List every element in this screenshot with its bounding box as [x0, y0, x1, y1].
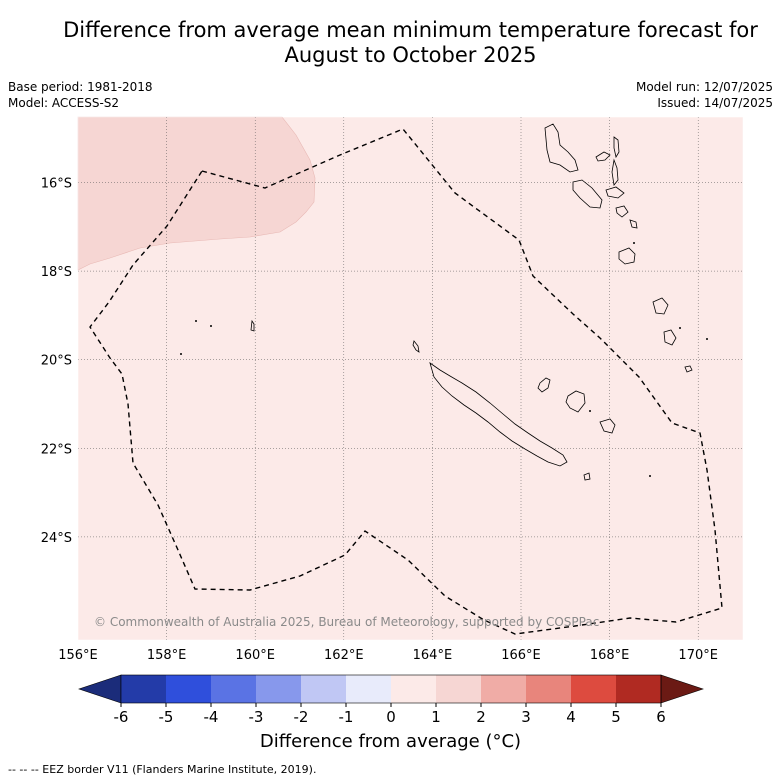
map-title: Difference from average mean minimum tem…: [0, 18, 781, 68]
island-lifou: [565, 390, 586, 413]
colorbar-under-arrow: [78, 674, 122, 704]
longitude-tick-label: 164°E: [413, 648, 453, 663]
colorbar-segment: [346, 675, 391, 703]
latitude-labels: 16°S 18°S 20°S 22°S 24°S: [41, 177, 72, 546]
colorbar-tick-label: 2: [476, 708, 486, 726]
colorbar-tick-label: 0: [386, 708, 396, 726]
title-line-2: August to October 2025: [284, 43, 537, 67]
colorbar-over-arrow: [660, 674, 704, 704]
longitude-tick-label: 168°E: [590, 648, 630, 663]
island-tanna: [663, 329, 677, 346]
island-ambae: [595, 151, 611, 162]
latitude-tick-label: 16°S: [41, 177, 72, 192]
meta-right: Model run: 12/07/2025 Issued: 14/07/2025: [636, 79, 773, 111]
model-run: Model run: 12/07/2025: [635, 80, 773, 94]
island-ambrym: [605, 186, 625, 199]
latitude-tick-label: 20°S: [41, 354, 72, 369]
map-frame: [77, 116, 744, 641]
island-chesterfield: [250, 319, 255, 332]
island-mare: [599, 418, 616, 434]
island-erromango: [652, 297, 669, 315]
colorbar-segment: [436, 675, 481, 703]
colorbar-segment: [571, 675, 616, 703]
colorbar-segment: [391, 675, 436, 703]
island-aneityum: [684, 365, 693, 373]
colorbar-tick-label: 3: [521, 708, 531, 726]
colorbar-tick-label: 1: [431, 708, 441, 726]
colorbar-tick-label: -5: [159, 708, 174, 726]
colorbar-tick-label: -1: [339, 708, 354, 726]
warm-anomaly-region: [77, 116, 316, 271]
islet: [633, 242, 635, 244]
land-outlines: [250, 123, 693, 481]
eez-footnote: -- -- -- EEZ border V11 (Flanders Marine…: [8, 763, 317, 776]
longitude-tick-label: 160°E: [235, 648, 275, 663]
islet: [180, 353, 182, 355]
colorbar-segment: [616, 675, 661, 703]
colorbar-segment: [256, 675, 301, 703]
longitude-tick-label: 170°E: [678, 648, 718, 663]
longitude-tick-label: 156°E: [58, 648, 98, 663]
latitude-tick-label: 18°S: [41, 265, 72, 280]
island-belep: [412, 340, 420, 353]
island-pentecost: [611, 158, 619, 186]
colorbar-tick-label: -2: [294, 708, 309, 726]
latitude-tick-label: 22°S: [41, 442, 72, 457]
colorbar-segment: [211, 675, 256, 703]
longitude-tick-label: 158°E: [147, 648, 187, 663]
island-maewo: [613, 136, 620, 159]
meta-left: Base period: 1981-2018 Model: ACCESS-S2: [8, 79, 153, 111]
island-isle-of-pines: [583, 472, 591, 481]
graticule: [78, 117, 743, 640]
colorbar-segment: [526, 675, 571, 703]
issued-date: Issued: 14/07/2025: [657, 96, 773, 110]
colorbar-tick-label: -4: [204, 708, 219, 726]
island-espiritu-santo: [544, 123, 579, 173]
islet: [210, 325, 212, 327]
island-efate: [618, 247, 636, 265]
latitude-tick-label: 24°S: [41, 531, 72, 546]
title-line-1: Difference from average mean minimum tem…: [63, 18, 758, 42]
colorbar-tick-label: 5: [611, 708, 621, 726]
island-epi: [615, 205, 629, 218]
islet: [679, 327, 681, 329]
colorbar-segment: [301, 675, 346, 703]
copyright-notice: © Commonwealth of Australia 2025, Bureau…: [94, 615, 599, 629]
island-malekula: [572, 179, 603, 209]
island-ouvea: [537, 377, 551, 393]
eez-border: [89, 128, 723, 635]
colorbar-segment: [481, 675, 526, 703]
colorbar-segment: [121, 675, 166, 703]
base-period: Base period: 1981-2018: [8, 80, 153, 94]
islets: [180, 242, 708, 477]
colorbar-tick-label: 4: [566, 708, 576, 726]
islet: [195, 320, 197, 322]
islet: [589, 410, 591, 412]
colorbar-segment: [166, 675, 211, 703]
colorbar-tick-label: -6: [114, 708, 129, 726]
colorbar-label: Difference from average (°C): [259, 731, 522, 752]
islet: [649, 475, 651, 477]
longitude-tick-label: 166°E: [501, 648, 541, 663]
longitude-labels: 156°E 158°E 160°E 162°E 164°E 166°E 168°E 170°E: [58, 648, 718, 663]
island-shepherd: [629, 219, 638, 229]
colorbar: -6 -5 -4 -3 -2 -1 0 1 2 3 4 5 6: [78, 674, 704, 726]
colorbar-tick-label: -3: [249, 708, 264, 726]
colorbar-tick-label: 6: [656, 708, 666, 726]
longitude-tick-label: 162°E: [324, 648, 364, 663]
island-new-caledonia: [429, 362, 568, 467]
model-name: Model: ACCESS-S2: [8, 96, 120, 110]
islet: [706, 338, 708, 340]
